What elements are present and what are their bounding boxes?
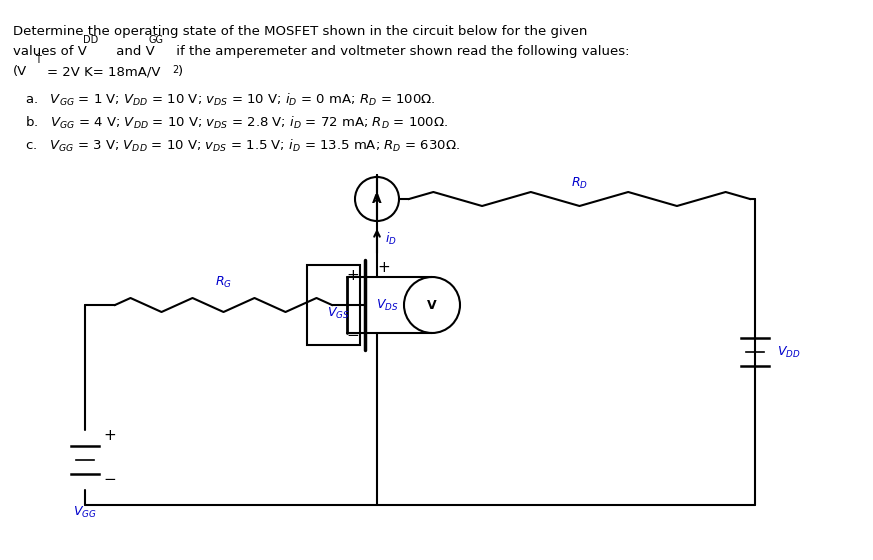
Text: +: + bbox=[103, 427, 116, 442]
Text: a.   $V_{GG}$ = 1 V; $V_{DD}$ = 10 V; $v_{DS}$ = 10 V; $i_D$ = 0 mA; $R_D$ = 100: a. $V_{GG}$ = 1 V; $V_{DD}$ = 10 V; $v_{… bbox=[25, 92, 436, 108]
Text: GG: GG bbox=[149, 35, 164, 45]
Text: $V_{GS}$: $V_{GS}$ bbox=[327, 305, 350, 320]
Text: values of V: values of V bbox=[13, 45, 87, 58]
FancyBboxPatch shape bbox=[307, 265, 360, 345]
Text: DD: DD bbox=[83, 35, 99, 45]
Text: +: + bbox=[378, 259, 390, 274]
Text: if the amperemeter and voltmeter shown read the following values:: if the amperemeter and voltmeter shown r… bbox=[172, 45, 629, 58]
Text: = 2V K= 18mA/V: = 2V K= 18mA/V bbox=[47, 65, 161, 78]
Text: b.   $V_{GG}$ = 4 V; $V_{DD}$ = 10 V; $v_{DS}$ = 2.8 V; $i_D$ = 72 mA; $R_D$ = 1: b. $V_{GG}$ = 4 V; $V_{DD}$ = 10 V; $v_{… bbox=[25, 115, 448, 131]
Text: Determine the operating state of the MOSFET shown in the circuit below for the g: Determine the operating state of the MOS… bbox=[13, 25, 588, 38]
Text: c.   $V_{GG}$ = 3 V; $V_{DD}$ = 10 V; $v_{DS}$ = 1.5 V; $i_D$ = 13.5 mA; $R_D$ =: c. $V_{GG}$ = 3 V; $V_{DD}$ = 10 V; $v_{… bbox=[25, 138, 460, 154]
Text: ): ) bbox=[178, 65, 183, 78]
Text: +: + bbox=[347, 268, 360, 282]
Text: $V_{GG}$: $V_{GG}$ bbox=[73, 505, 97, 520]
Text: −: − bbox=[103, 473, 116, 488]
Text: $i_D$: $i_D$ bbox=[385, 231, 397, 247]
Text: −: − bbox=[347, 328, 360, 343]
Text: $V_{DD}$: $V_{DD}$ bbox=[777, 344, 801, 360]
Text: (V: (V bbox=[13, 65, 27, 78]
Text: T: T bbox=[35, 55, 41, 65]
Text: A: A bbox=[372, 193, 382, 206]
Text: 2: 2 bbox=[172, 65, 178, 75]
Text: V: V bbox=[427, 298, 436, 311]
Text: $R_G$: $R_G$ bbox=[215, 275, 232, 290]
Text: $R_D$: $R_D$ bbox=[571, 176, 588, 191]
Text: $V_{DS}$: $V_{DS}$ bbox=[376, 297, 399, 312]
Text: and V: and V bbox=[112, 45, 155, 58]
